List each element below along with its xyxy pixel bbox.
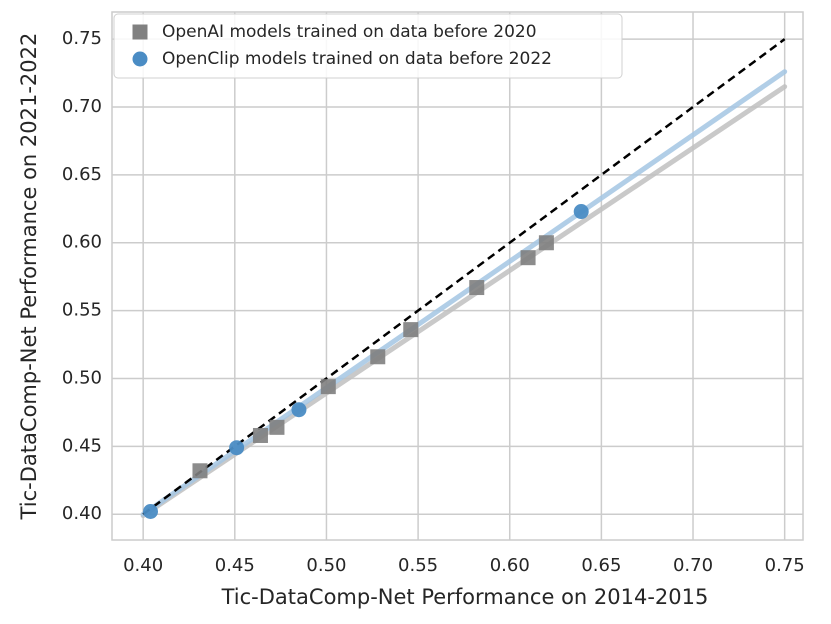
marker-square bbox=[320, 379, 336, 395]
marker-square bbox=[269, 419, 285, 435]
legend-marker bbox=[132, 24, 148, 40]
legend-label: OpenClip models trained on data before 2… bbox=[162, 49, 552, 69]
legend: OpenAI models trained on data before 202… bbox=[113, 13, 623, 79]
marker-square bbox=[469, 280, 485, 296]
marker-circle bbox=[291, 402, 307, 418]
x-tick-label: 0.50 bbox=[306, 555, 346, 576]
diagonal-line bbox=[142, 38, 786, 516]
marker-square bbox=[538, 235, 554, 251]
y-tick-label: 0.75 bbox=[62, 28, 102, 49]
plot-frame bbox=[111, 11, 804, 541]
legend-marker bbox=[132, 51, 148, 67]
marker-square bbox=[403, 322, 419, 338]
marker-circle bbox=[573, 204, 589, 220]
y-tick-label: 0.55 bbox=[62, 300, 102, 321]
marker-square bbox=[192, 463, 208, 479]
marker-square bbox=[520, 250, 536, 266]
marker-circle bbox=[229, 440, 245, 456]
x-tick-label: 0.60 bbox=[490, 555, 530, 576]
fit-line bbox=[140, 69, 788, 517]
y-tick-label: 0.60 bbox=[62, 232, 102, 253]
y-tick-label: 0.70 bbox=[62, 96, 102, 117]
y-tick-label: 0.40 bbox=[62, 503, 102, 524]
legend-box bbox=[113, 13, 623, 79]
y-tick-label: 0.50 bbox=[62, 367, 102, 388]
y-axis-label: Tic-DataComp-Net Performance on 2021-202… bbox=[17, 33, 41, 521]
x-tick-label: 0.55 bbox=[398, 555, 438, 576]
x-tick-label: 0.65 bbox=[581, 555, 621, 576]
y-tick-label: 0.45 bbox=[62, 435, 102, 456]
legend-label: OpenAI models trained on data before 202… bbox=[162, 22, 537, 42]
marker-square bbox=[252, 427, 268, 443]
x-tick-label: 0.40 bbox=[123, 555, 163, 576]
marker-square bbox=[370, 349, 386, 365]
x-tick-label: 0.45 bbox=[215, 555, 255, 576]
fit-line bbox=[140, 84, 788, 519]
x-axis-label: Tic-DataComp-Net Performance on 2014-201… bbox=[221, 585, 709, 609]
x-tick-label: 0.70 bbox=[673, 555, 713, 576]
y-tick-label: 0.65 bbox=[62, 164, 102, 185]
marker-circle bbox=[142, 503, 158, 519]
x-tick-label: 0.75 bbox=[765, 555, 805, 576]
